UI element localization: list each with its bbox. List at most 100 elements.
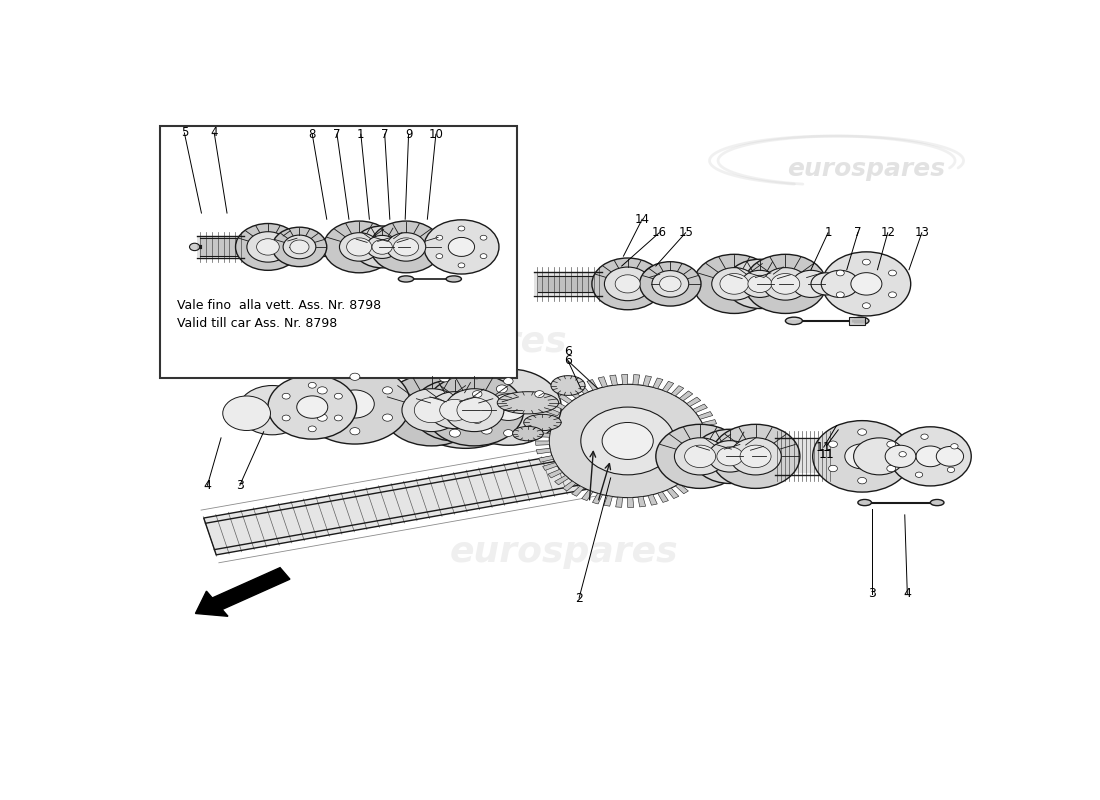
Circle shape: [317, 414, 327, 422]
Polygon shape: [551, 401, 565, 410]
Polygon shape: [702, 419, 716, 426]
Circle shape: [674, 438, 726, 475]
Circle shape: [366, 235, 398, 258]
Polygon shape: [593, 494, 603, 504]
Circle shape: [283, 235, 316, 258]
Text: 9: 9: [405, 128, 412, 141]
Circle shape: [549, 384, 706, 498]
Text: 1: 1: [358, 128, 364, 141]
Circle shape: [730, 438, 781, 475]
Circle shape: [693, 254, 776, 314]
Polygon shape: [548, 470, 562, 478]
Circle shape: [535, 417, 544, 423]
Polygon shape: [587, 379, 597, 390]
Polygon shape: [693, 404, 707, 413]
Circle shape: [299, 364, 410, 444]
Ellipse shape: [785, 317, 803, 325]
Circle shape: [429, 392, 481, 429]
Text: eurospares: eurospares: [339, 326, 568, 359]
Polygon shape: [540, 415, 556, 422]
Text: 11: 11: [816, 441, 832, 454]
Text: 6: 6: [564, 354, 572, 367]
Circle shape: [290, 240, 309, 254]
Circle shape: [283, 394, 290, 399]
Polygon shape: [667, 488, 679, 498]
Polygon shape: [542, 462, 558, 470]
Circle shape: [740, 445, 771, 467]
Ellipse shape: [513, 426, 543, 441]
Circle shape: [581, 407, 674, 475]
Circle shape: [763, 268, 807, 300]
Circle shape: [272, 227, 327, 266]
Circle shape: [858, 478, 867, 484]
Text: 2: 2: [575, 591, 583, 605]
Circle shape: [845, 444, 879, 469]
Circle shape: [372, 239, 393, 254]
Circle shape: [436, 235, 442, 240]
Circle shape: [836, 292, 845, 298]
Circle shape: [639, 262, 701, 306]
Text: 13: 13: [914, 226, 929, 239]
Polygon shape: [559, 394, 572, 403]
Circle shape: [308, 426, 317, 432]
Polygon shape: [671, 386, 684, 396]
Circle shape: [862, 259, 870, 265]
Polygon shape: [628, 498, 634, 507]
Circle shape: [350, 428, 360, 435]
Circle shape: [921, 434, 928, 439]
FancyBboxPatch shape: [160, 126, 517, 378]
Circle shape: [334, 415, 342, 421]
Circle shape: [811, 273, 842, 295]
Circle shape: [854, 438, 904, 475]
Polygon shape: [644, 376, 651, 386]
Ellipse shape: [851, 317, 869, 325]
Circle shape: [481, 254, 487, 258]
Circle shape: [424, 220, 499, 274]
Circle shape: [947, 467, 955, 473]
Circle shape: [371, 221, 442, 273]
Circle shape: [238, 386, 306, 435]
Text: 3: 3: [868, 587, 877, 600]
Circle shape: [450, 429, 461, 437]
Circle shape: [748, 275, 772, 293]
FancyArrow shape: [196, 568, 290, 616]
Polygon shape: [683, 478, 697, 488]
Polygon shape: [705, 445, 719, 450]
Circle shape: [235, 223, 300, 270]
Text: eurospares: eurospares: [450, 535, 678, 569]
Text: 10: 10: [428, 128, 443, 141]
Polygon shape: [621, 374, 628, 385]
Circle shape: [334, 394, 342, 399]
Polygon shape: [562, 481, 576, 491]
Polygon shape: [700, 459, 715, 466]
Text: 7: 7: [333, 128, 341, 141]
Polygon shape: [648, 494, 658, 506]
Circle shape: [950, 444, 958, 449]
Polygon shape: [638, 497, 646, 507]
Circle shape: [500, 408, 512, 416]
Circle shape: [851, 273, 882, 295]
Circle shape: [222, 396, 271, 430]
Circle shape: [383, 414, 393, 422]
Circle shape: [473, 390, 482, 398]
Circle shape: [684, 445, 716, 467]
Circle shape: [771, 274, 800, 294]
Polygon shape: [538, 424, 552, 430]
Circle shape: [297, 396, 328, 418]
Circle shape: [340, 233, 378, 261]
Ellipse shape: [497, 392, 559, 414]
Polygon shape: [598, 377, 607, 387]
Circle shape: [745, 254, 826, 314]
Circle shape: [471, 371, 482, 379]
Text: 1: 1: [824, 226, 832, 239]
Bar: [849, 317, 865, 325]
Circle shape: [890, 426, 971, 486]
Polygon shape: [703, 452, 718, 458]
Text: Valid till car Ass. Nr. 8798: Valid till car Ass. Nr. 8798: [177, 318, 337, 330]
Circle shape: [822, 252, 911, 316]
Polygon shape: [686, 397, 701, 406]
Circle shape: [862, 302, 870, 309]
Text: 6: 6: [564, 345, 572, 358]
Circle shape: [449, 238, 474, 257]
Polygon shape: [680, 391, 693, 401]
